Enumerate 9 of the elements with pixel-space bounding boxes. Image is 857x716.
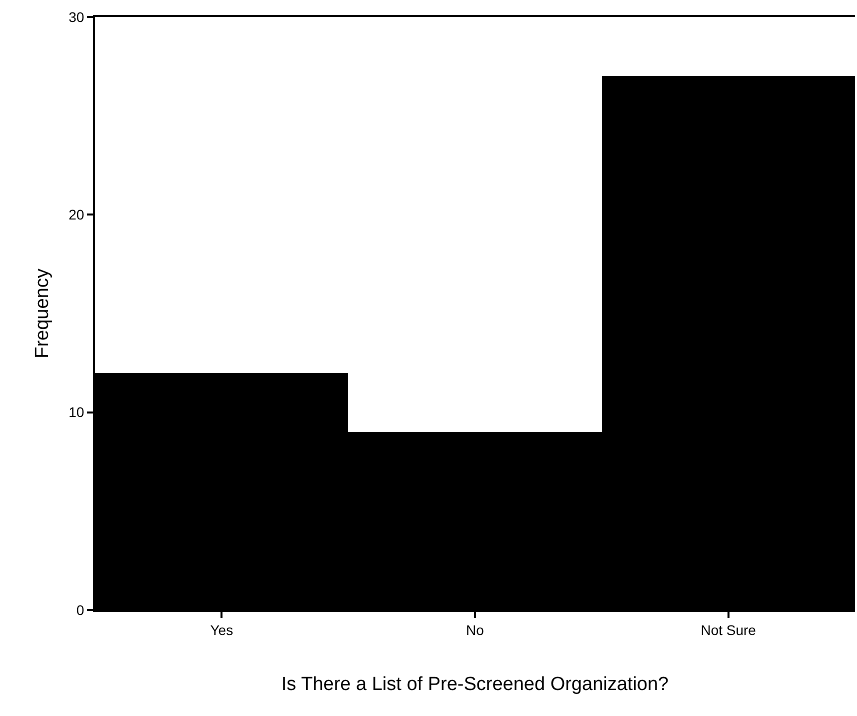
y-tick-label: 0: [76, 602, 84, 618]
x-tick-label: No: [466, 622, 484, 638]
y-tick-label: 30: [68, 8, 84, 25]
x-tick-label: Yes: [210, 622, 234, 638]
x-axis-title: Is There a List of Pre-Screened Organization?: [281, 674, 669, 696]
y-axis-title: Frequency: [32, 268, 53, 358]
y-tick-label: 20: [68, 206, 84, 223]
x-tick-label: Not Sure: [700, 622, 756, 638]
y-tick-label: 10: [68, 404, 84, 420]
